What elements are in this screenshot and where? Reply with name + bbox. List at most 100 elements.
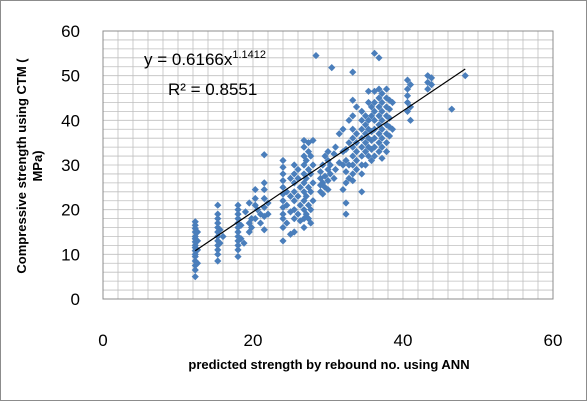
data-point bbox=[260, 226, 268, 234]
data-point bbox=[307, 152, 315, 160]
data-point bbox=[279, 223, 287, 232]
data-point bbox=[234, 210, 242, 218]
data-point bbox=[367, 112, 376, 120]
data-point bbox=[290, 197, 298, 205]
data-point bbox=[385, 114, 394, 122]
data-point bbox=[290, 215, 298, 223]
data-point bbox=[247, 215, 256, 223]
y-tick-label: 60 bbox=[61, 22, 80, 41]
data-points bbox=[191, 49, 469, 281]
data-point bbox=[406, 116, 415, 124]
x-tick-label: 0 bbox=[98, 331, 107, 350]
data-point bbox=[330, 174, 338, 182]
y-tick-label: 20 bbox=[61, 201, 80, 220]
data-point bbox=[216, 239, 224, 247]
data-point bbox=[309, 197, 317, 205]
data-point bbox=[279, 183, 287, 191]
data-point bbox=[326, 161, 334, 169]
data-point bbox=[358, 143, 366, 151]
data-point bbox=[294, 165, 302, 174]
x-tick-label: 40 bbox=[394, 331, 413, 350]
data-point bbox=[461, 72, 469, 80]
data-point bbox=[279, 197, 287, 205]
data-point bbox=[382, 139, 391, 147]
data-point bbox=[448, 105, 456, 113]
data-point bbox=[319, 190, 327, 198]
data-point bbox=[214, 219, 222, 227]
data-point bbox=[191, 273, 199, 281]
data-point bbox=[406, 81, 415, 89]
data-point bbox=[237, 221, 245, 229]
data-point bbox=[219, 232, 227, 241]
data-point bbox=[290, 228, 298, 236]
data-point bbox=[361, 112, 370, 120]
data-point bbox=[352, 148, 361, 156]
data-point bbox=[307, 188, 315, 196]
data-point bbox=[260, 194, 268, 203]
data-point bbox=[234, 228, 242, 236]
data-point bbox=[342, 179, 350, 187]
data-point bbox=[378, 98, 386, 107]
data-point bbox=[378, 143, 386, 151]
data-point bbox=[214, 210, 222, 218]
data-point bbox=[358, 161, 366, 169]
data-point bbox=[234, 241, 242, 249]
data-point bbox=[339, 125, 347, 133]
data-point bbox=[375, 85, 383, 93]
data-point bbox=[370, 116, 379, 124]
data-point bbox=[388, 98, 397, 107]
data-point bbox=[214, 215, 222, 223]
data-point bbox=[339, 161, 347, 169]
data-point bbox=[424, 85, 432, 93]
data-point bbox=[378, 89, 386, 98]
data-point bbox=[264, 210, 272, 218]
data-point bbox=[361, 139, 370, 147]
data-point bbox=[370, 107, 379, 115]
data-point bbox=[352, 165, 361, 174]
data-point bbox=[286, 174, 295, 182]
data-point bbox=[358, 125, 366, 133]
data-point bbox=[375, 139, 383, 147]
data-point bbox=[214, 250, 222, 258]
data-point bbox=[339, 185, 347, 194]
data-point bbox=[193, 259, 202, 267]
data-point bbox=[307, 206, 315, 214]
data-point bbox=[388, 125, 397, 133]
data-point bbox=[296, 201, 304, 209]
data-point bbox=[345, 139, 353, 147]
data-point bbox=[316, 168, 325, 176]
data-point bbox=[349, 161, 357, 169]
data-point bbox=[352, 130, 361, 138]
data-point bbox=[375, 94, 383, 102]
x-tick-labels: 0 20 40 60 bbox=[98, 331, 562, 350]
data-point bbox=[251, 185, 259, 194]
data-point bbox=[427, 74, 436, 82]
data-point bbox=[364, 87, 373, 95]
gridlines bbox=[103, 31, 553, 299]
y-tick-labels: 0 10 20 30 40 50 60 bbox=[61, 22, 80, 309]
trendline-equation: y = 0.6166x1.1412 bbox=[144, 49, 266, 69]
data-point bbox=[290, 188, 298, 196]
data-point bbox=[370, 152, 379, 160]
data-point bbox=[247, 223, 256, 232]
data-point bbox=[349, 170, 357, 178]
data-point bbox=[370, 134, 379, 142]
data-point bbox=[309, 161, 317, 169]
y-tick-label: 30 bbox=[61, 156, 80, 175]
y-tick-label: 40 bbox=[61, 111, 80, 130]
data-point bbox=[326, 170, 334, 178]
data-point bbox=[237, 235, 245, 243]
data-point bbox=[349, 152, 357, 160]
data-point bbox=[352, 156, 361, 165]
data-point bbox=[403, 98, 412, 107]
data-point bbox=[345, 116, 353, 124]
data-point bbox=[240, 239, 248, 247]
data-point bbox=[349, 177, 357, 185]
data-point bbox=[279, 237, 287, 245]
data-point bbox=[279, 170, 287, 178]
data-point bbox=[283, 201, 291, 209]
data-point bbox=[279, 163, 287, 171]
data-point bbox=[342, 168, 350, 176]
data-point bbox=[382, 148, 391, 156]
